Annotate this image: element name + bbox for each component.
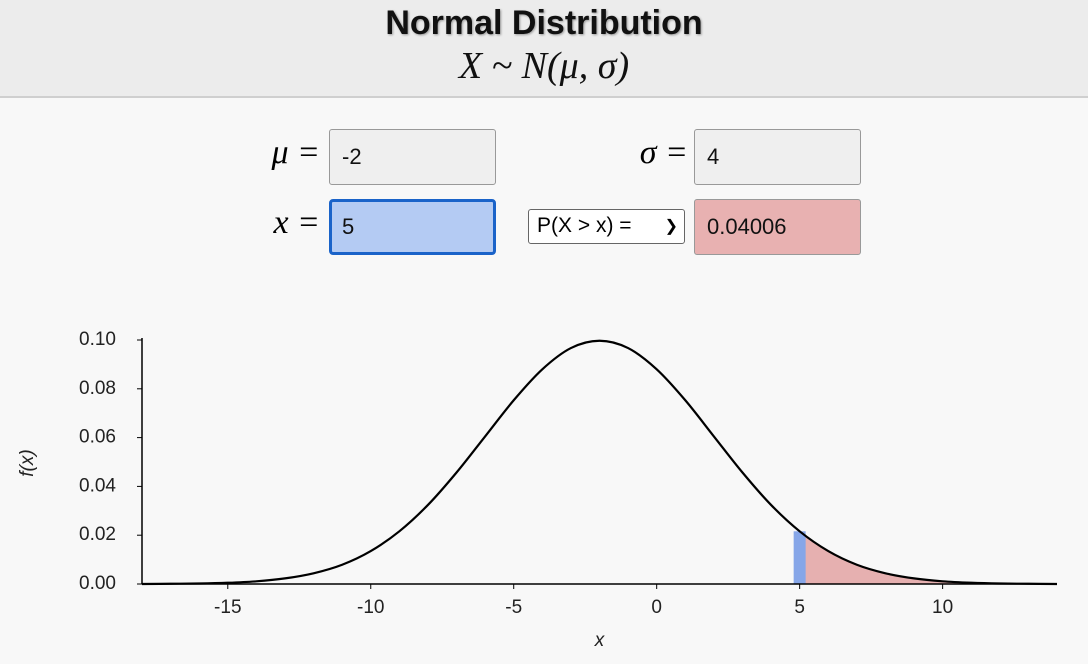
y-axis-label: f(x): [17, 449, 38, 476]
mu-input[interactable]: -2: [329, 129, 496, 185]
result-output: 0.04006: [694, 199, 861, 255]
x-input[interactable]: 5: [329, 199, 496, 255]
x-label: x =: [273, 204, 320, 241]
y-tick-label: 0.02: [79, 524, 116, 545]
x-tick-label: -10: [357, 597, 384, 618]
sigma-input[interactable]: 4: [694, 129, 861, 185]
tail-area: [799, 531, 1057, 584]
y-tick-label: 0.00: [79, 573, 116, 594]
y-tick-label: 0.08: [79, 378, 116, 399]
x-tick-label: 5: [794, 597, 805, 618]
title: Normal Distribution: [385, 4, 703, 42]
header: Normal Distribution X ~ N(μ, σ): [0, 0, 1088, 98]
x-tick-label: 0: [651, 597, 662, 618]
sigma-label: σ =: [639, 134, 688, 171]
dropdown-arrow: ❯: [664, 218, 678, 235]
mode-option: P(X > x) =: [537, 214, 632, 237]
mu-label: μ =: [271, 134, 320, 171]
y-tick-label: 0.10: [79, 329, 116, 350]
subtitle: X ~ N(μ, σ): [458, 45, 630, 87]
x-tick-label: 10: [932, 597, 953, 618]
y-tick-label: 0.06: [79, 427, 116, 448]
x-tick-label: -15: [214, 597, 241, 618]
y-tick-label: 0.04: [79, 475, 116, 496]
x-tick-label: -5: [505, 597, 522, 618]
density-curve: [141, 339, 1058, 586]
x-marker: [793, 531, 806, 584]
mode-select[interactable]: P(X > x) = ❯: [528, 209, 685, 244]
x-axis-label: x: [594, 630, 606, 651]
